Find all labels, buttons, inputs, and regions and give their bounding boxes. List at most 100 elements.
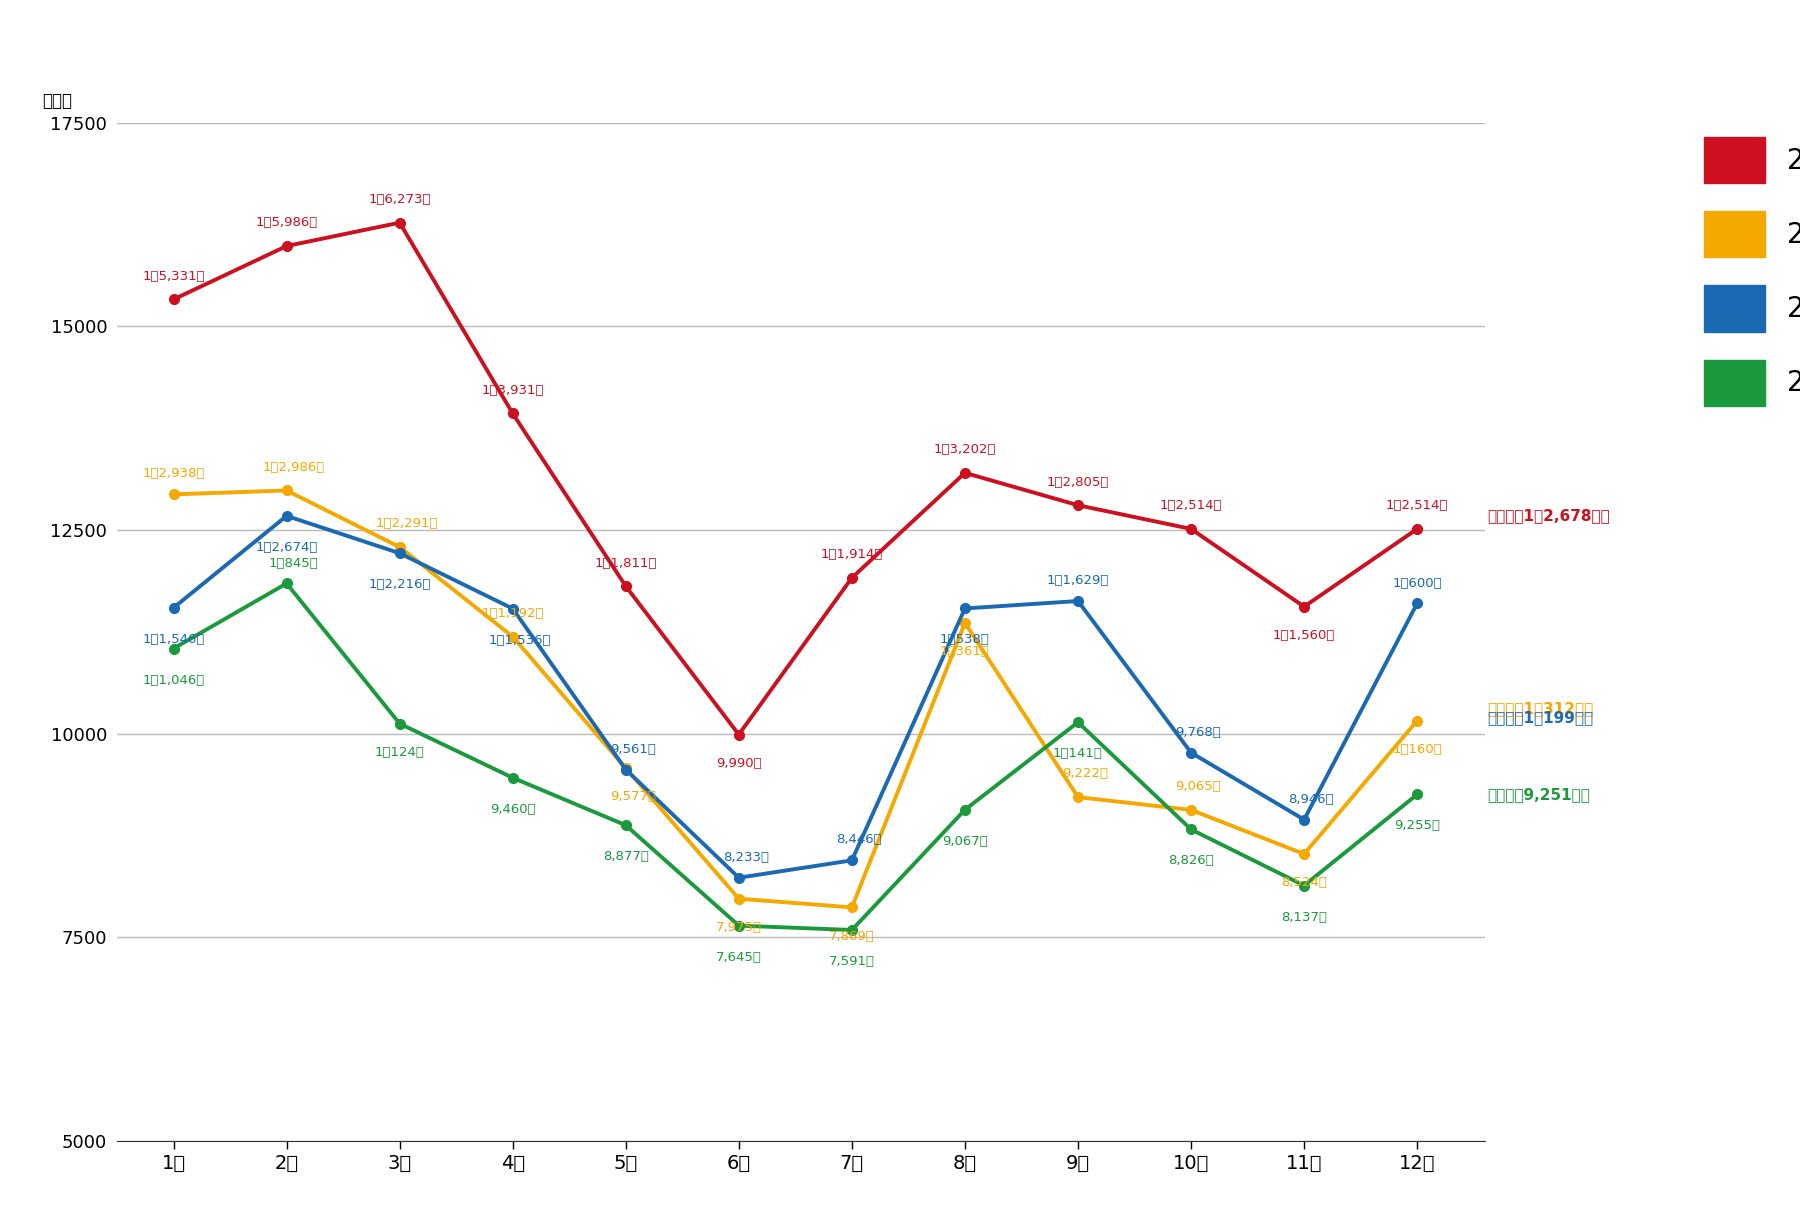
Text: 7,645円: 7,645円 bbox=[716, 951, 761, 963]
2007年 bbox=[1406, 787, 1427, 801]
Text: 1万1,536円: 1万1,536円 bbox=[488, 633, 551, 647]
2022年 bbox=[727, 728, 749, 742]
Text: 1万361円: 1万361円 bbox=[940, 645, 990, 658]
Text: 1万1,811円: 1万1,811円 bbox=[594, 557, 657, 569]
2022年 bbox=[1294, 599, 1316, 614]
Text: 9,561円: 9,561円 bbox=[610, 742, 655, 756]
2007年 bbox=[1294, 879, 1316, 893]
Text: 1万845円: 1万845円 bbox=[268, 557, 319, 569]
Text: 8,946円: 8,946円 bbox=[1289, 793, 1334, 806]
2012年 bbox=[616, 762, 637, 777]
2007年 bbox=[162, 642, 184, 656]
Text: 1万2,674円: 1万2,674円 bbox=[256, 541, 319, 553]
Text: 1万3,202円: 1万3,202円 bbox=[934, 443, 995, 456]
2012年 bbox=[841, 853, 862, 867]
2022年 bbox=[275, 239, 297, 254]
2022年 bbox=[616, 579, 637, 594]
Text: 1万5,986円: 1万5,986円 bbox=[256, 216, 319, 229]
Text: 8,877円: 8,877円 bbox=[603, 850, 648, 864]
2017年 bbox=[1406, 713, 1427, 728]
Text: 9,065円: 9,065円 bbox=[1175, 780, 1220, 794]
2022年 bbox=[1406, 521, 1427, 536]
Text: 1万1,546円: 1万1,546円 bbox=[142, 633, 205, 645]
2017年 bbox=[162, 487, 184, 502]
2007年 bbox=[841, 923, 862, 937]
2017年 bbox=[841, 899, 862, 914]
Text: 8,446円: 8,446円 bbox=[835, 833, 882, 847]
2012年 bbox=[1294, 812, 1316, 827]
Text: 9,577円: 9,577円 bbox=[610, 790, 655, 804]
2022年 bbox=[954, 465, 976, 480]
2017年 bbox=[275, 483, 297, 498]
Text: 1万6,273円: 1万6,273円 bbox=[369, 193, 430, 206]
Text: 1万2,514円: 1万2,514円 bbox=[1159, 499, 1222, 512]
Text: ¥: ¥ bbox=[1444, 32, 1472, 69]
Text: ５年ごとの電気代の変化: ５年ごとの電気代の変化 bbox=[653, 22, 1039, 79]
Text: 8,524円: 8,524円 bbox=[1282, 876, 1327, 890]
Text: （円）: （円） bbox=[41, 92, 72, 110]
Text: 1万5,331円: 1万5,331円 bbox=[142, 270, 205, 282]
Text: 9,990円: 9,990円 bbox=[716, 757, 761, 769]
2007年 bbox=[954, 802, 976, 817]
2022年 bbox=[162, 292, 184, 307]
2022年 bbox=[841, 571, 862, 585]
Text: 7,591円: 7,591円 bbox=[828, 955, 875, 968]
Legend: 2022年, 2017年, 2012年, 2007年: 2022年, 2017年, 2012年, 2007年 bbox=[1705, 136, 1800, 406]
Text: 1万2,514円: 1万2,514円 bbox=[1386, 499, 1449, 512]
Line: 2017年: 2017年 bbox=[169, 486, 1422, 912]
Text: 1万124円: 1万124円 bbox=[374, 746, 425, 758]
2017年 bbox=[1067, 790, 1089, 805]
Text: （平均：1万312円）: （平均：1万312円） bbox=[1487, 701, 1593, 715]
Text: 8,826円: 8,826円 bbox=[1168, 854, 1213, 867]
Text: （平均：1万2,678円）: （平均：1万2,678円） bbox=[1487, 508, 1609, 523]
2022年 bbox=[1181, 521, 1202, 536]
2017年 bbox=[616, 761, 637, 775]
Text: 1万538円: 1万538円 bbox=[940, 633, 990, 647]
2012年 bbox=[1181, 745, 1202, 760]
Text: 9,768円: 9,768円 bbox=[1175, 725, 1220, 739]
2017年 bbox=[727, 891, 749, 906]
Line: 2007年: 2007年 bbox=[169, 579, 1422, 935]
Text: 1万160円: 1万160円 bbox=[1391, 742, 1442, 756]
Text: 9,255円: 9,255円 bbox=[1395, 820, 1440, 832]
2007年 bbox=[389, 717, 410, 731]
Line: 2022年: 2022年 bbox=[169, 218, 1422, 740]
Text: 7,869円: 7,869円 bbox=[830, 930, 875, 942]
Text: 1万2,986円: 1万2,986円 bbox=[263, 461, 324, 474]
Text: 1万2,291円: 1万2,291円 bbox=[376, 518, 437, 530]
Line: 2012年: 2012年 bbox=[169, 510, 1422, 882]
2012年 bbox=[727, 870, 749, 885]
Text: 1万1,629円: 1万1,629円 bbox=[1048, 574, 1109, 588]
Text: 9,067円: 9,067円 bbox=[941, 834, 988, 848]
Text: 1万2,805円: 1万2,805円 bbox=[1048, 476, 1109, 488]
Text: 1万600円: 1万600円 bbox=[1393, 577, 1442, 589]
2012年 bbox=[389, 546, 410, 561]
Text: 1万1,914円: 1万1,914円 bbox=[821, 548, 884, 561]
2007年 bbox=[1181, 822, 1202, 837]
2022年 bbox=[389, 215, 410, 229]
2012年 bbox=[954, 601, 976, 616]
Text: （平均：1万199円）: （平均：1万199円） bbox=[1487, 710, 1593, 725]
Text: 1万2,216円: 1万2,216円 bbox=[369, 578, 430, 591]
Text: 1万1,192円: 1万1,192円 bbox=[481, 607, 544, 620]
Text: 7,975円: 7,975円 bbox=[716, 921, 761, 934]
2017年 bbox=[502, 629, 524, 644]
Text: 9,222円: 9,222円 bbox=[1062, 767, 1109, 780]
2022年 bbox=[502, 406, 524, 421]
Text: 1万1,560円: 1万1,560円 bbox=[1273, 629, 1336, 642]
2012年 bbox=[162, 600, 184, 615]
2007年 bbox=[502, 771, 524, 785]
Text: 1万3,931円: 1万3,931円 bbox=[481, 384, 544, 396]
2017年 bbox=[954, 616, 976, 631]
2012年 bbox=[1406, 596, 1427, 611]
2022年 bbox=[1067, 498, 1089, 513]
2012年 bbox=[275, 508, 297, 523]
Text: 9,460円: 9,460円 bbox=[490, 802, 536, 816]
Text: （平均：9,251円）: （平均：9,251円） bbox=[1487, 788, 1589, 802]
2007年 bbox=[727, 918, 749, 933]
2017年 bbox=[1294, 847, 1316, 861]
Text: 1万141円: 1万141円 bbox=[1053, 747, 1103, 761]
2017年 bbox=[1181, 802, 1202, 817]
Text: 1万1,046円: 1万1,046円 bbox=[142, 674, 205, 687]
2017年 bbox=[389, 540, 410, 555]
